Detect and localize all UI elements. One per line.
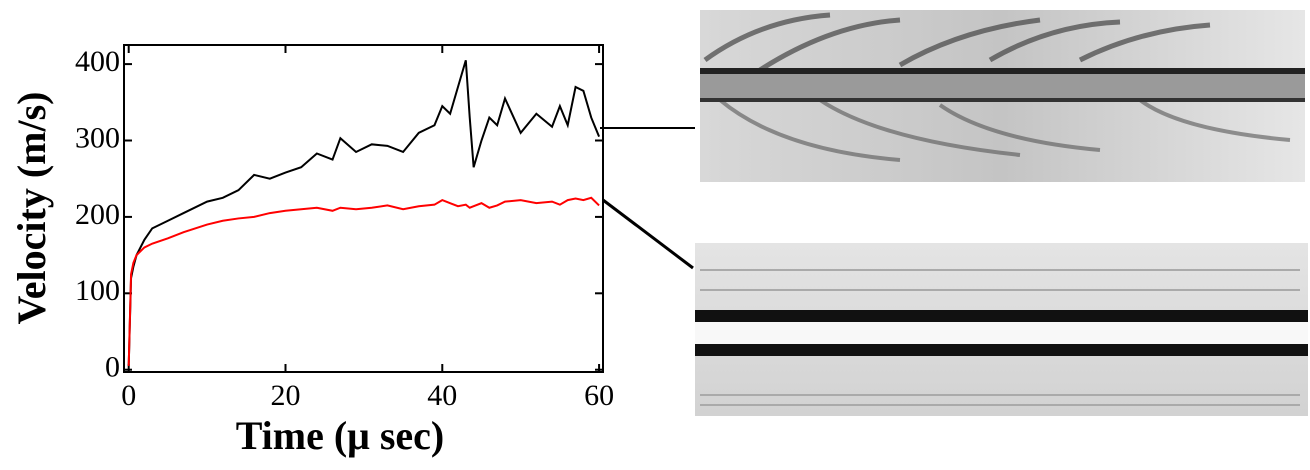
streak-image-bottom <box>695 243 1308 416</box>
x-tick-label: 20 <box>270 379 300 412</box>
y-tick-label: 300 <box>75 121 120 154</box>
data-line <box>127 59 601 366</box>
x-axis-label: Time (μ sec) <box>236 413 445 458</box>
y-tick-label: 200 <box>75 198 120 231</box>
x-tick-label: 40 <box>427 379 457 412</box>
y-tick-label: 0 <box>105 351 120 384</box>
y-tick-label: 400 <box>75 45 120 78</box>
streak-image-top <box>700 10 1305 182</box>
x-tick-label: 60 <box>584 379 614 412</box>
data-line <box>127 196 600 366</box>
y-tick-label: 100 <box>75 274 120 307</box>
connector <box>602 198 694 270</box>
x-tick-label: 0 <box>121 379 136 412</box>
y-axis-label: Velocity (m/s) <box>9 92 54 325</box>
plot-frame <box>123 44 604 373</box>
